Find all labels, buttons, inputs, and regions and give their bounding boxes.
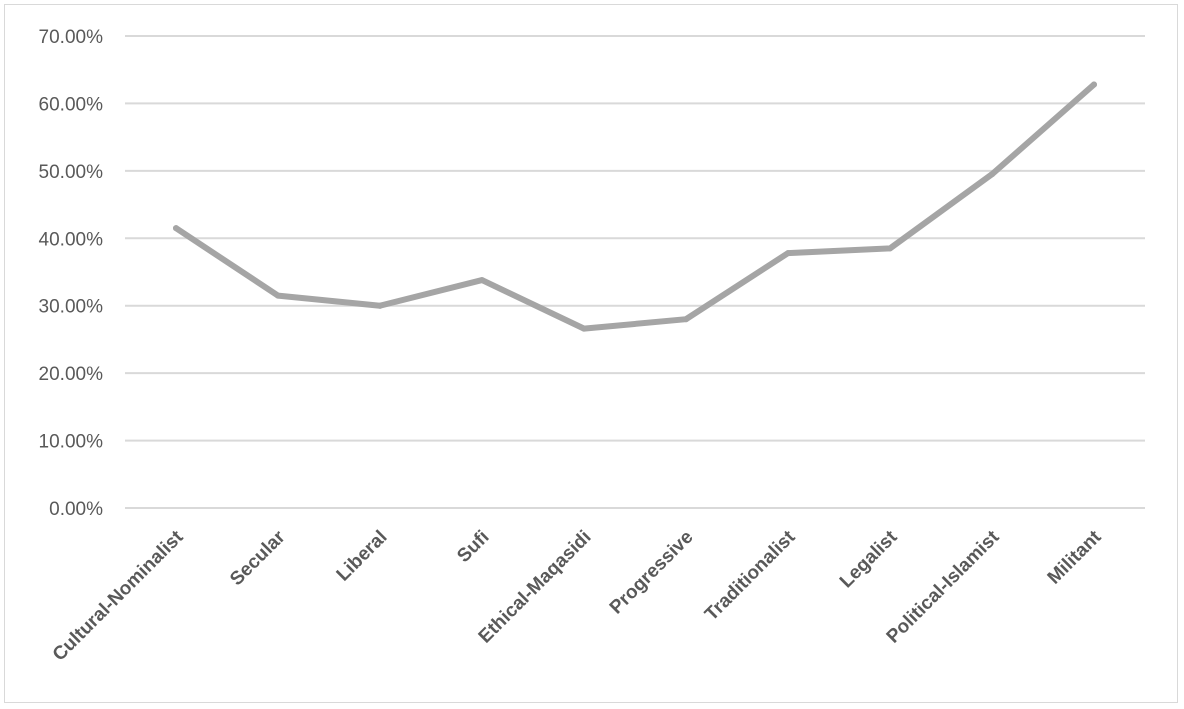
data-point — [479, 277, 485, 284]
y-tick-label: 30.00% — [39, 297, 104, 318]
x-tick-label: Liberal — [333, 527, 392, 586]
y-axis-tick-labels: 0.00% 10.00% 20.00% 30.00% 40.00% 50.00% 60.00… — [39, 27, 104, 520]
y-tick-label: 10.00% — [39, 432, 104, 453]
x-tick-label: Cultural-Nominalist — [49, 526, 188, 665]
x-tick-label: Secular — [226, 526, 290, 590]
series-group — [173, 81, 1097, 332]
data-point — [581, 325, 587, 332]
y-tick-label: 20.00% — [39, 364, 104, 385]
data-point — [785, 250, 791, 257]
data-point — [887, 245, 893, 252]
y-tick-label: 40.00% — [39, 229, 104, 250]
x-tick-label: Traditionalist — [701, 526, 800, 625]
x-tick-label: Political-Islamist — [883, 526, 1004, 647]
x-tick-label: Progressive — [606, 527, 698, 619]
data-point — [1091, 81, 1097, 88]
data-point — [989, 171, 995, 178]
gridlines — [125, 35, 1145, 509]
y-tick-label: 60.00% — [39, 94, 104, 115]
data-point — [173, 225, 179, 232]
x-tick-label: Legalist — [836, 526, 902, 592]
y-tick-label: 50.00% — [39, 162, 104, 183]
data-point — [377, 302, 383, 309]
x-tick-label: Militant — [1044, 526, 1106, 588]
y-tick-label: 70.00% — [39, 27, 104, 48]
series-line — [173, 81, 1097, 332]
y-tick-label: 0.00% — [49, 499, 103, 520]
chart-frame — [4, 4, 1178, 703]
data-point — [683, 316, 689, 323]
x-tick-label: Ethical-Maqasidi — [475, 527, 596, 648]
data-point — [275, 292, 281, 299]
x-tick-label: Sufi — [453, 527, 493, 567]
x-axis-tick-labels: Cultural-Nominalist Secular Liberal SufiEth… — [49, 526, 1106, 665]
